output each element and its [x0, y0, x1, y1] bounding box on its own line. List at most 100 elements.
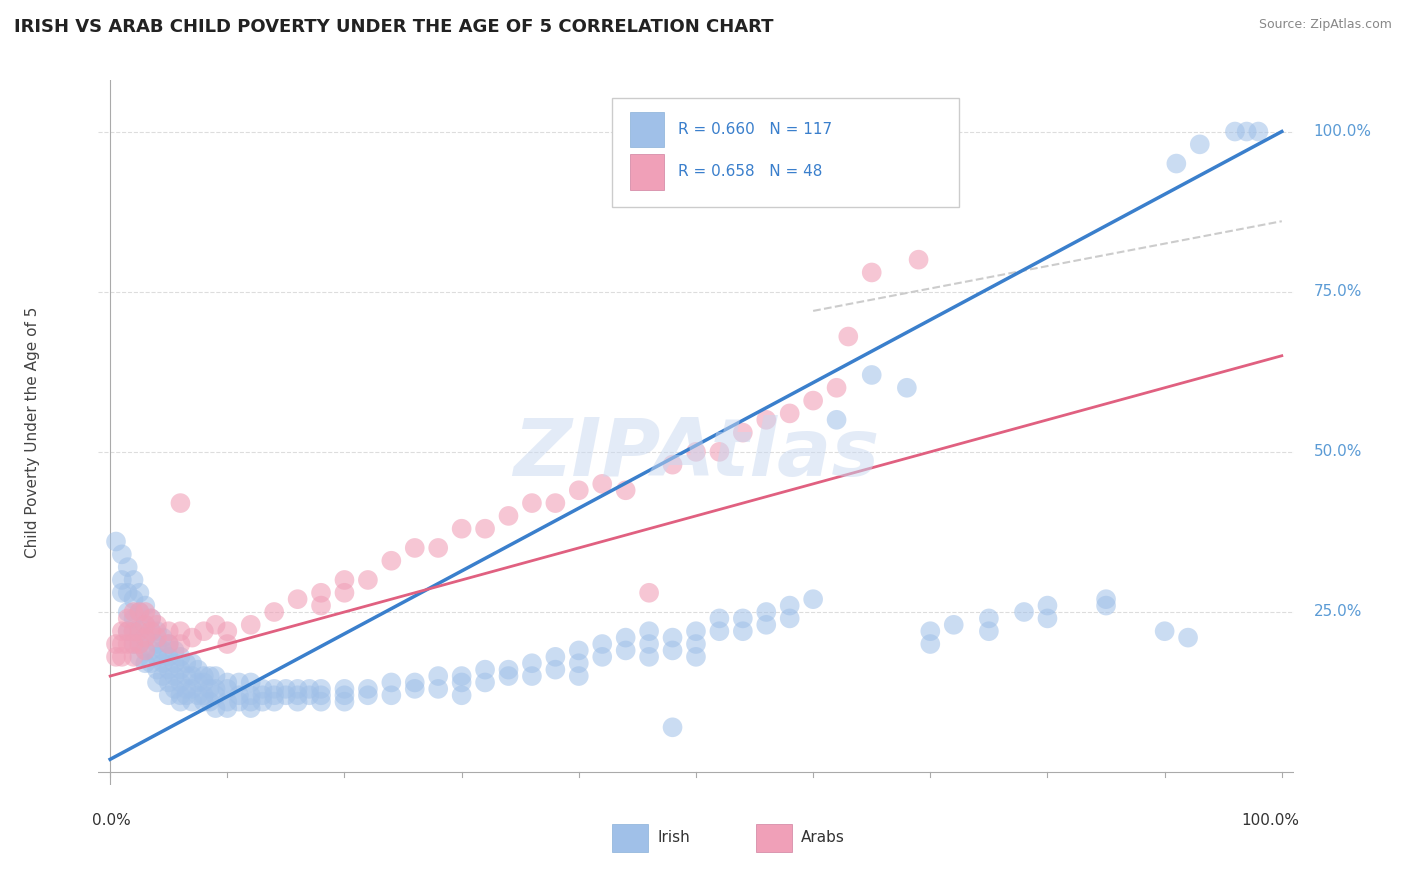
Point: [263, 681, 285, 696]
Point: [977, 611, 1000, 625]
Point: [1036, 611, 1059, 625]
Point: [731, 425, 754, 440]
Point: [128, 586, 150, 600]
Point: [146, 637, 169, 651]
Point: [174, 657, 197, 671]
Text: 0.0%: 0.0%: [93, 814, 131, 828]
Point: [122, 637, 145, 651]
Point: [380, 675, 402, 690]
Point: [544, 649, 567, 664]
Point: [427, 669, 450, 683]
Point: [309, 695, 332, 709]
Point: [498, 508, 520, 523]
Point: [709, 611, 731, 625]
Point: [122, 649, 145, 664]
Point: [520, 669, 543, 683]
Point: [128, 605, 150, 619]
Point: [685, 649, 707, 664]
Point: [157, 663, 180, 677]
Point: [801, 393, 824, 408]
Point: [146, 624, 169, 639]
Point: [117, 637, 139, 651]
Point: [163, 657, 186, 671]
Point: [779, 406, 801, 420]
Point: [638, 649, 661, 664]
Point: [287, 695, 309, 709]
Point: [731, 624, 754, 639]
Text: 100.0%: 100.0%: [1313, 124, 1372, 139]
Point: [380, 688, 402, 702]
Point: [193, 675, 215, 690]
Point: [128, 624, 150, 639]
Point: [287, 681, 309, 696]
Point: [287, 688, 309, 702]
Point: [193, 624, 215, 639]
Point: [357, 681, 380, 696]
Text: ZIPAtlas: ZIPAtlas: [513, 415, 879, 492]
Text: R = 0.658   N = 48: R = 0.658 N = 48: [678, 164, 823, 179]
Point: [141, 611, 163, 625]
Point: [134, 599, 156, 613]
FancyBboxPatch shape: [613, 823, 648, 852]
Point: [544, 663, 567, 677]
Point: [498, 663, 520, 677]
Point: [298, 688, 321, 702]
Point: [122, 592, 145, 607]
Point: [169, 496, 191, 510]
Point: [755, 617, 778, 632]
Point: [287, 592, 309, 607]
Point: [141, 624, 163, 639]
Point: [157, 637, 180, 651]
Point: [217, 624, 239, 639]
Point: [1188, 137, 1211, 152]
Point: [146, 617, 169, 632]
Point: [1166, 156, 1188, 170]
Point: [169, 637, 191, 651]
Point: [638, 624, 661, 639]
Point: [474, 675, 496, 690]
Point: [568, 483, 591, 498]
Point: [122, 624, 145, 639]
Point: [228, 688, 250, 702]
Point: [181, 657, 204, 671]
Point: [309, 681, 332, 696]
Point: [111, 547, 134, 561]
Point: [174, 688, 197, 702]
Point: [187, 663, 209, 677]
Point: [217, 701, 239, 715]
Point: [860, 368, 883, 382]
Point: [217, 675, 239, 690]
Point: [1177, 631, 1199, 645]
Point: [163, 643, 186, 657]
Point: [239, 688, 262, 702]
Point: [111, 649, 134, 664]
Point: [239, 701, 262, 715]
Point: [357, 573, 380, 587]
Point: [309, 599, 332, 613]
Point: [357, 688, 380, 702]
Point: [141, 657, 163, 671]
Point: [169, 649, 191, 664]
Point: [661, 631, 683, 645]
Point: [193, 695, 215, 709]
Point: [117, 586, 139, 600]
Point: [1236, 124, 1258, 138]
Point: [520, 496, 543, 510]
Point: [111, 637, 134, 651]
Point: [111, 624, 134, 639]
Point: [333, 695, 356, 709]
Point: [163, 669, 186, 683]
Point: [134, 643, 156, 657]
Point: [122, 605, 145, 619]
Point: [450, 675, 472, 690]
Point: [568, 657, 591, 671]
Point: [122, 637, 145, 651]
Point: [134, 631, 156, 645]
Point: [755, 605, 778, 619]
Point: [801, 592, 824, 607]
Point: [157, 624, 180, 639]
Point: [174, 681, 197, 696]
Point: [152, 669, 174, 683]
Point: [181, 669, 204, 683]
Point: [263, 605, 285, 619]
